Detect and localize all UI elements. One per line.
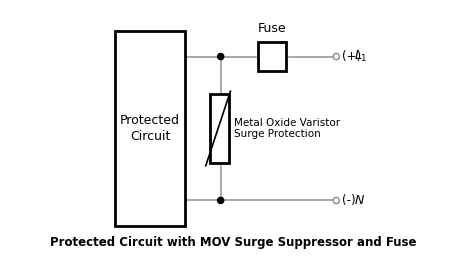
Text: Protected Circuit with MOV Surge Suppressor and Fuse: Protected Circuit with MOV Surge Suppres… (50, 236, 417, 249)
Circle shape (218, 53, 224, 60)
Text: Protected
Circuit: Protected Circuit (120, 115, 180, 142)
Circle shape (333, 53, 340, 60)
Text: (+): (+) (342, 50, 365, 63)
Text: Metal Oxide Varistor
Surge Protection: Metal Oxide Varistor Surge Protection (234, 118, 340, 139)
Circle shape (333, 197, 340, 204)
Bar (115, 31, 184, 226)
Bar (258, 42, 286, 71)
Text: $N$: $N$ (354, 194, 365, 207)
Text: Fuse: Fuse (258, 22, 286, 35)
Text: (-): (-) (342, 194, 359, 207)
Circle shape (218, 197, 224, 204)
Text: $L_1$: $L_1$ (354, 49, 367, 64)
Bar (210, 94, 229, 163)
